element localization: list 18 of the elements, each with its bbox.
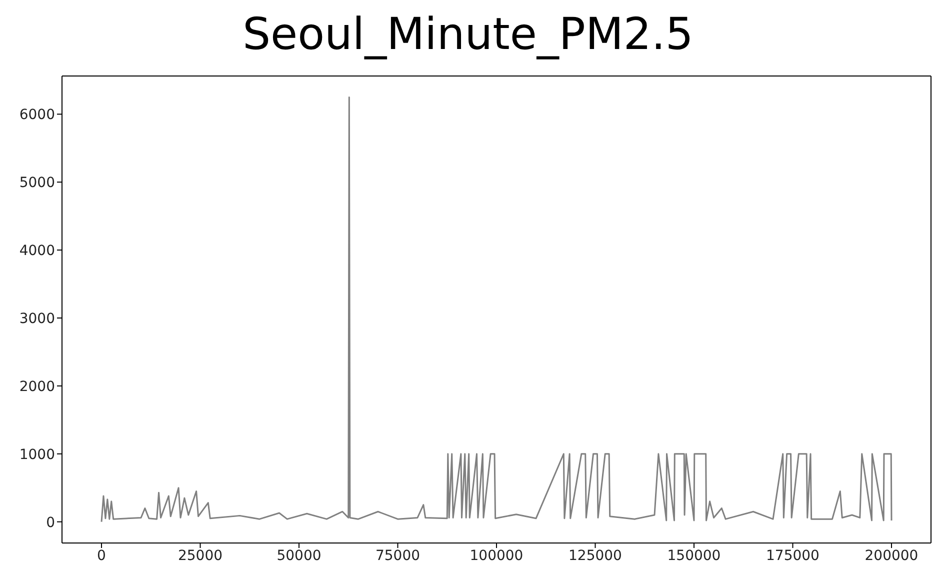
y-tick-label: 6000 (19, 107, 55, 124)
x-tick-label: 175000 (766, 548, 820, 564)
y-tick-label: 2000 (19, 378, 55, 395)
x-tick-label: 0 (97, 548, 106, 564)
x-tick-label: 125000 (568, 548, 622, 564)
x-tick-label: 25000 (178, 548, 223, 564)
y-tick-label: 0 (46, 514, 55, 531)
x-tick-label: 150000 (667, 548, 721, 564)
y-tick-label: 5000 (19, 175, 55, 192)
x-tick-label: 200000 (864, 548, 918, 564)
y-tick-label: 1000 (19, 446, 55, 463)
chart-title: Seoul_Minute_PM2.5 (242, 8, 694, 62)
y-tick-label: 4000 (19, 243, 55, 260)
line-series (100, 96, 892, 523)
x-tick-label: 100000 (470, 548, 524, 564)
x-tick-label: 50000 (276, 548, 322, 564)
y-tick-label: 3000 (19, 310, 55, 327)
x-tick-label: 75000 (375, 548, 420, 564)
